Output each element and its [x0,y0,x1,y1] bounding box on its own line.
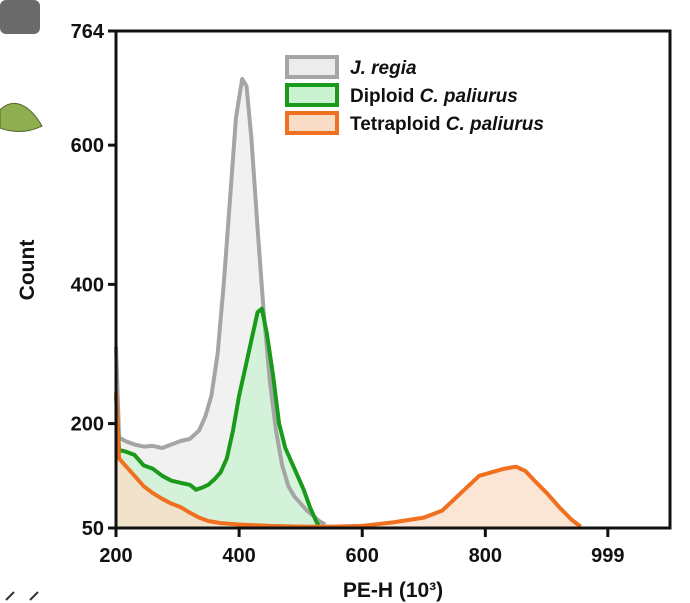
x-tick-label: 800 [469,545,502,567]
legend-swatch [285,55,339,79]
x-tick-label: 999 [591,545,624,567]
plot-area [114,77,582,529]
panel-label-fragment [0,0,40,34]
plot-frame [114,29,672,530]
x-tick-label: 600 [346,545,379,567]
series-line-1 [114,306,321,528]
y-tick-label: 200 [71,414,104,436]
x-axis: 200 400 600 800 999 [99,528,625,567]
y-tick-label: 400 [71,274,104,296]
x-axis-title: PE-H (10³) [343,579,443,602]
legend: J. regia Diploid C. paliurus Tetraploid C.… [285,55,544,135]
y-axis-title: Count [16,240,39,301]
series-area-2 [116,392,581,528]
legend-label: Tetraploid C. paliurus [350,114,544,135]
x-tick-label: 400 [222,545,255,567]
y-axis: 50 200 400 600 764 [71,21,116,540]
legend-swatch [285,83,339,107]
leaf-image-fragment [0,102,43,132]
legend-swatch [285,111,339,135]
legend-label: Diploid C. paliurus [350,86,518,107]
y-tick-label: 600 [71,135,104,157]
x-tick-label: 200 [99,545,132,567]
series-line-0 [114,77,327,527]
caption-fragment [5,591,39,601]
y-tick-label: 50 [82,518,104,540]
y-tick-label: 764 [71,21,105,43]
legend-label: J. regia [350,58,417,79]
